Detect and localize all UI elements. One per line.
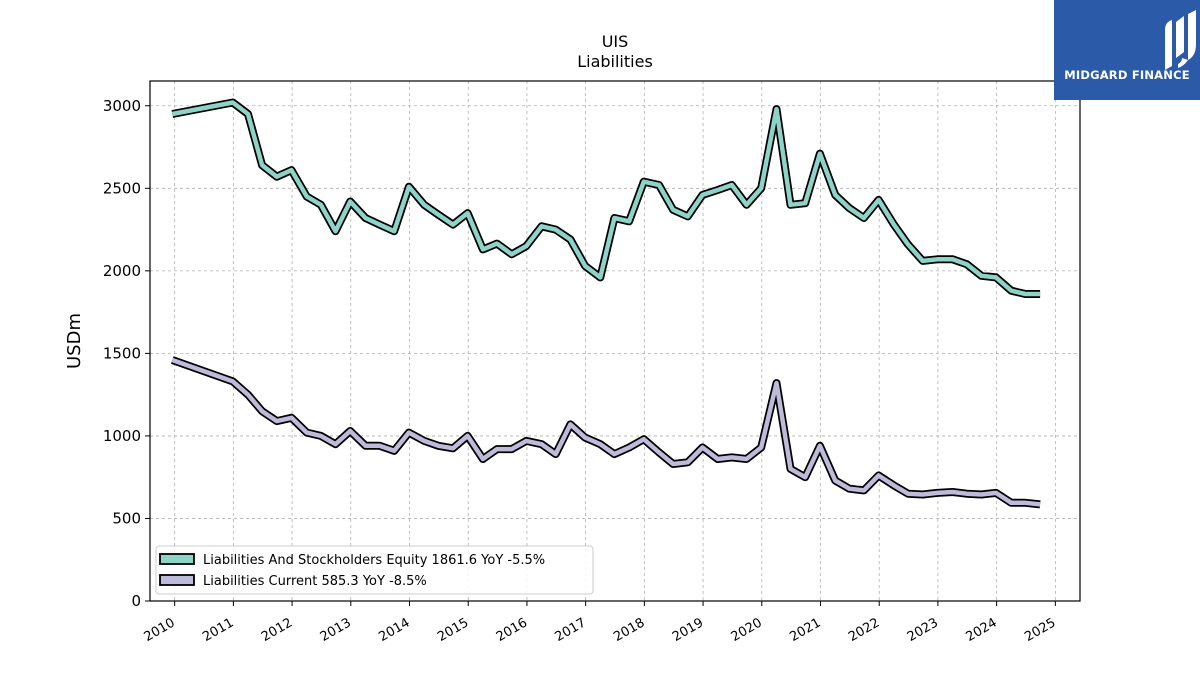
chart-title: UIS <box>602 32 629 51</box>
logo-mark-icon <box>1165 10 1196 70</box>
legend-swatch-0 <box>159 553 195 565</box>
y-axis: 0 500 1000 1500 2000 2500 3000 <box>103 97 150 610</box>
legend: Liabilities And Stockholders Equity 1861… <box>155 545 594 595</box>
series-layer <box>170 98 1041 509</box>
y-tick-label: 1500 <box>103 344 141 362</box>
legend-swatch-1 <box>159 574 195 586</box>
y-tick-label: 2000 <box>103 262 141 280</box>
y-tick-label: 0 <box>131 592 141 610</box>
plot-frame <box>149 80 1081 602</box>
midgard-finance-logo: MIDGARD FINANCE <box>1054 0 1200 100</box>
legend-box <box>155 545 594 595</box>
legend-label-0: Liabilities And Stockholders Equity 1861… <box>203 553 545 568</box>
y-tick-label: 1000 <box>103 427 141 445</box>
series-0-line <box>171 100 1041 297</box>
y-tick-label: 500 <box>112 509 141 527</box>
y-tick-label: 3000 <box>103 97 141 115</box>
legend-label-1: Liabilities Current 585.3 YoY -8.5% <box>203 574 427 589</box>
y-tick-label: 2500 <box>103 179 141 197</box>
y-axis-label: USDm <box>64 313 85 369</box>
chart-subtitle: Liabilities <box>577 52 653 71</box>
logo-text: MIDGARD FINANCE <box>1064 68 1190 82</box>
series-1-line <box>171 357 1041 507</box>
